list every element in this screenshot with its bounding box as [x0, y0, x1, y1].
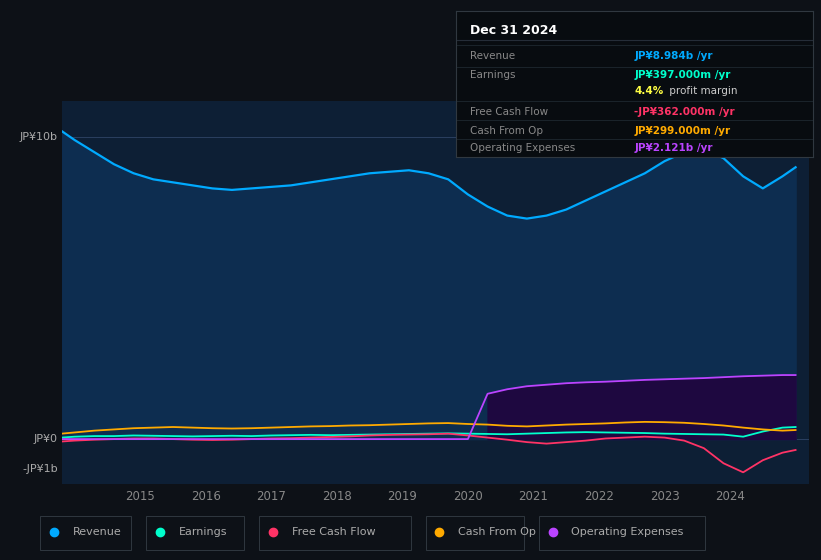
- Text: Earnings: Earnings: [179, 527, 227, 537]
- Text: Revenue: Revenue: [470, 52, 515, 62]
- Text: JP¥299.000m /yr: JP¥299.000m /yr: [635, 125, 731, 136]
- Text: 4.4%: 4.4%: [635, 86, 663, 96]
- Text: profit margin: profit margin: [667, 86, 738, 96]
- Text: Revenue: Revenue: [73, 527, 122, 537]
- Text: Operating Expenses: Operating Expenses: [571, 527, 684, 537]
- Text: Dec 31 2024: Dec 31 2024: [470, 24, 557, 38]
- Text: JP¥10b: JP¥10b: [20, 132, 57, 142]
- Text: Operating Expenses: Operating Expenses: [470, 143, 576, 153]
- Text: Free Cash Flow: Free Cash Flow: [470, 106, 548, 116]
- Text: JP¥2.121b /yr: JP¥2.121b /yr: [635, 143, 713, 153]
- Text: JP¥0: JP¥0: [34, 434, 57, 444]
- Text: Free Cash Flow: Free Cash Flow: [292, 527, 375, 537]
- Text: Earnings: Earnings: [470, 70, 516, 80]
- Text: Cash From Op: Cash From Op: [458, 527, 536, 537]
- Text: JP¥8.984b /yr: JP¥8.984b /yr: [635, 52, 713, 62]
- Text: -JP¥1b: -JP¥1b: [22, 464, 57, 474]
- Text: JP¥397.000m /yr: JP¥397.000m /yr: [635, 70, 731, 80]
- Text: Cash From Op: Cash From Op: [470, 125, 543, 136]
- Text: -JP¥362.000m /yr: -JP¥362.000m /yr: [635, 106, 735, 116]
